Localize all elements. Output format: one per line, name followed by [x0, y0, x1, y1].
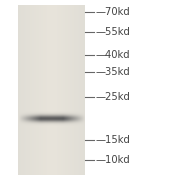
Text: —15kd: —15kd: [96, 135, 131, 145]
Text: —55kd: —55kd: [96, 27, 131, 37]
Text: —10kd: —10kd: [96, 155, 131, 165]
Text: —70kd: —70kd: [96, 7, 131, 17]
Text: —25kd: —25kd: [96, 92, 131, 102]
Text: —35kd: —35kd: [96, 67, 131, 77]
Text: —40kd: —40kd: [96, 50, 131, 60]
